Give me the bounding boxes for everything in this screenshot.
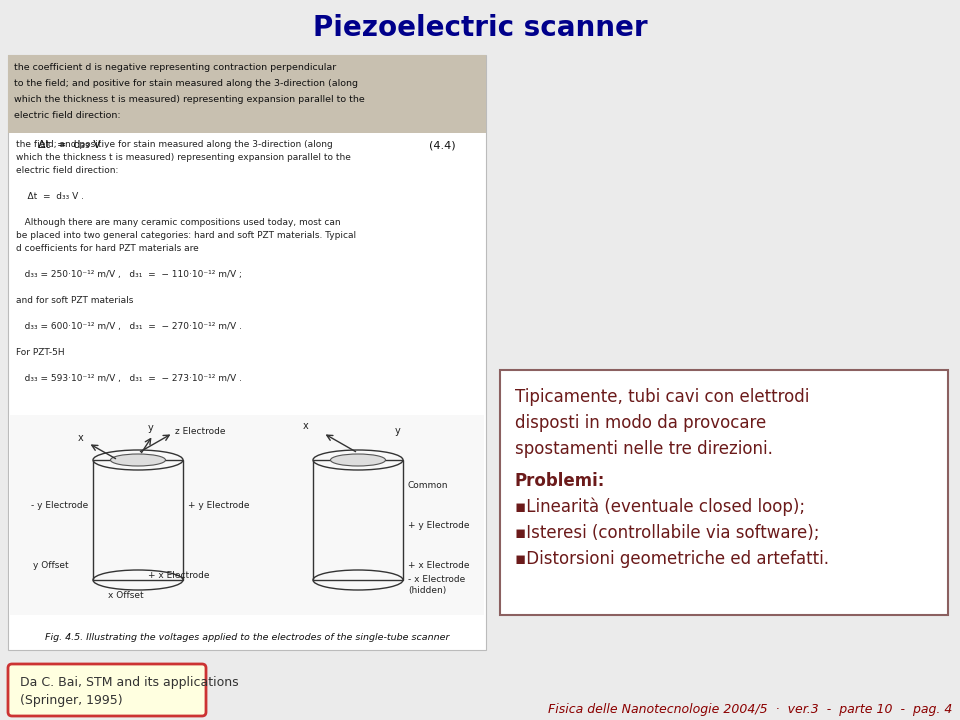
Text: x: x (303, 421, 309, 431)
Text: Fisica delle Nanotecnologie 2004/5  ·  ver.3  -  parte 10  -  pag. 4: Fisica delle Nanotecnologie 2004/5 · ver… (547, 703, 952, 716)
Text: Piezoelectric scanner: Piezoelectric scanner (313, 14, 647, 42)
Text: which the thickness t is measured) representing expansion parallel to the: which the thickness t is measured) repre… (16, 153, 350, 162)
Text: - x Electrode
(hidden): - x Electrode (hidden) (408, 575, 466, 595)
Text: to the field; and positive for stain measured along the 3-direction (along: to the field; and positive for stain mea… (14, 79, 358, 88)
Text: - y Electrode: - y Electrode (31, 500, 88, 510)
Text: + y Electrode: + y Electrode (188, 500, 250, 510)
Text: Although there are many ceramic compositions used today, most can: Although there are many ceramic composit… (16, 218, 341, 227)
Text: y Offset: y Offset (33, 560, 68, 570)
Text: the coefficient d is negative representing contraction perpendicular: the coefficient d is negative representi… (14, 63, 336, 72)
Text: electric field direction:: electric field direction: (16, 166, 118, 175)
Text: x: x (77, 433, 83, 443)
Ellipse shape (330, 454, 386, 466)
Text: (Springer, 1995): (Springer, 1995) (20, 694, 123, 707)
FancyBboxPatch shape (8, 55, 486, 650)
FancyBboxPatch shape (500, 370, 948, 615)
Text: y: y (148, 423, 154, 433)
Text: d₃₃ = 250·10⁻¹² m/V ,   d₃₁  =  − 110·10⁻¹² m/V ;: d₃₃ = 250·10⁻¹² m/V , d₃₁ = − 110·10⁻¹² … (16, 270, 242, 279)
FancyBboxPatch shape (10, 415, 484, 615)
Text: ▪Isteresi (controllabile via software);: ▪Isteresi (controllabile via software); (515, 524, 820, 542)
Text: ▪Distorsioni geometriche ed artefatti.: ▪Distorsioni geometriche ed artefatti. (515, 550, 829, 568)
Text: (4.4): (4.4) (429, 140, 456, 150)
Text: which the thickness t is measured) representing expansion parallel to the: which the thickness t is measured) repre… (14, 95, 365, 104)
Text: For PZT-5H: For PZT-5H (16, 348, 64, 357)
Text: electric field direction:: electric field direction: (14, 111, 121, 120)
Text: + x Electrode: + x Electrode (408, 560, 469, 570)
Ellipse shape (110, 454, 165, 466)
Text: Tipicamente, tubi cavi con elettrodi: Tipicamente, tubi cavi con elettrodi (515, 388, 809, 406)
Text: Δt  =  d₃₃ V .: Δt = d₃₃ V . (16, 192, 84, 201)
Text: Problemi:: Problemi: (515, 472, 606, 490)
Text: disposti in modo da provocare: disposti in modo da provocare (515, 414, 766, 432)
Text: z Electrode: z Electrode (175, 426, 226, 436)
Text: d coefficients for hard PZT materials are: d coefficients for hard PZT materials ar… (16, 244, 199, 253)
Text: the field; and positive for stain measured along the 3-direction (along: the field; and positive for stain measur… (16, 140, 333, 149)
Text: spostamenti nelle tre direzioni.: spostamenti nelle tre direzioni. (515, 440, 773, 458)
Text: Da C. Bai, STM and its applications: Da C. Bai, STM and its applications (20, 676, 239, 689)
FancyBboxPatch shape (8, 55, 486, 133)
Text: d₃₃ = 600·10⁻¹² m/V ,   d₃₁  =  − 270·10⁻¹² m/V .: d₃₃ = 600·10⁻¹² m/V , d₃₁ = − 270·10⁻¹² … (16, 322, 242, 331)
Text: Common: Common (408, 480, 448, 490)
Text: and for soft PZT materials: and for soft PZT materials (16, 296, 133, 305)
Text: ▪Linearità (eventuale closed loop);: ▪Linearità (eventuale closed loop); (515, 498, 805, 516)
FancyBboxPatch shape (8, 664, 206, 716)
Text: y: y (395, 426, 400, 436)
Text: Δt  =  d₃₃ V .: Δt = d₃₃ V . (38, 140, 108, 150)
Text: + x Electrode: + x Electrode (148, 570, 209, 580)
Text: x Offset: x Offset (108, 590, 144, 600)
Text: Fig. 4.5. Illustrating the voltages applied to the electrodes of the single-tube: Fig. 4.5. Illustrating the voltages appl… (45, 633, 449, 642)
Text: d₃₃ = 593·10⁻¹² m/V ,   d₃₁  =  − 273·10⁻¹² m/V .: d₃₃ = 593·10⁻¹² m/V , d₃₁ = − 273·10⁻¹² … (16, 374, 242, 383)
Text: be placed into two general categories: hard and soft PZT materials. Typical: be placed into two general categories: h… (16, 231, 356, 240)
Text: + y Electrode: + y Electrode (408, 521, 469, 529)
